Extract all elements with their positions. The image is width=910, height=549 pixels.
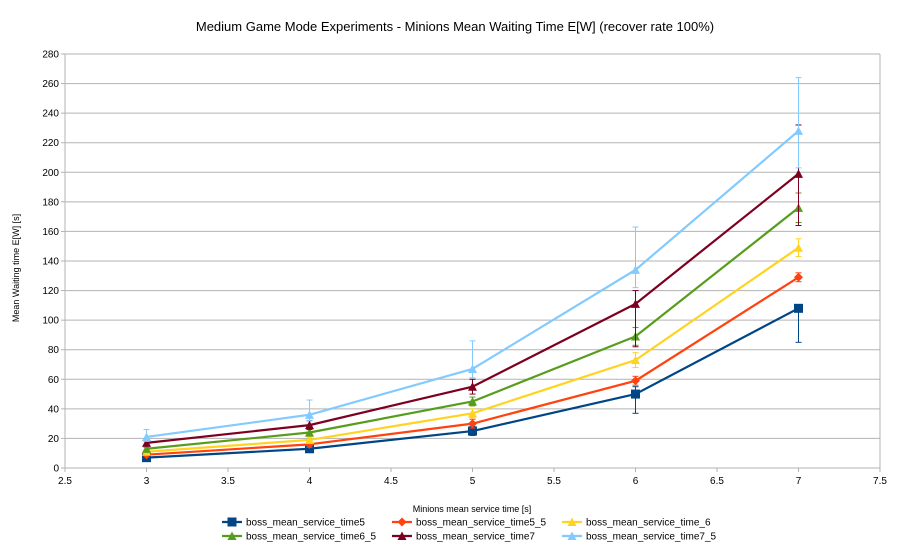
y-tick-label: 200	[42, 168, 59, 179]
legend-label: boss_mean_service_time5	[246, 518, 365, 529]
y-tick-label: 220	[42, 138, 59, 149]
y-tick-label: 160	[42, 227, 59, 238]
x-tick-labels: 2.5 3 3.5 4 4.5 5 5.5 6 6.5 7 7.5	[58, 476, 887, 487]
y-tick-label: 100	[42, 316, 59, 327]
data-point	[305, 435, 314, 444]
x-tick-label: 4.5	[384, 476, 398, 487]
data-point	[631, 355, 640, 365]
legend-label: boss_mean_service_time7	[416, 532, 535, 543]
y-tick-label: 0	[53, 464, 59, 475]
y-tick-label: 240	[42, 109, 59, 120]
series-boss_mean_service_time_6	[142, 238, 803, 456]
series-layer	[142, 77, 803, 463]
y-tick-label: 80	[48, 345, 60, 356]
data-point	[468, 382, 477, 391]
x-tick-label: 2.5	[58, 476, 72, 487]
legend-swatch-marker	[567, 531, 577, 541]
data-point	[631, 265, 640, 274]
legend-item: boss_mean_service_time5	[222, 517, 365, 529]
x-tick-label: 5.5	[547, 476, 561, 487]
legend-swatch-marker	[227, 517, 237, 527]
data-point	[468, 419, 477, 429]
data-point	[305, 410, 314, 419]
data-point	[468, 426, 477, 436]
legend-label: boss_mean_service_time7_5	[586, 532, 717, 543]
x-tick-label: 7.5	[873, 476, 887, 487]
series-boss_mean_service_time7_5	[142, 77, 803, 442]
data-point	[468, 396, 477, 406]
series-boss_mean_service_time5_5	[142, 272, 803, 460]
legend-swatch-marker	[397, 531, 407, 541]
legend-item: boss_mean_service_time5_5	[392, 517, 547, 529]
legend-label: boss_mean_service_time6_5	[246, 532, 377, 543]
data-point	[794, 169, 803, 178]
data-point	[794, 272, 803, 282]
data-point	[631, 376, 640, 386]
chart-title: Medium Game Mode Experiments - Minions M…	[196, 19, 714, 34]
x-tick-label: 6.5	[710, 476, 724, 487]
x-axis-label: Minions mean service time [s]	[413, 504, 532, 514]
x-tick-label: 6	[633, 476, 639, 487]
data-point	[142, 432, 151, 441]
x-tick-label: 7	[796, 476, 802, 487]
legend-label: boss_mean_service_time_6	[586, 518, 711, 529]
y-tick-label: 40	[48, 404, 60, 415]
legend-swatch-marker	[397, 517, 407, 527]
data-point	[142, 438, 151, 447]
data-point	[468, 364, 477, 373]
x-tick-label: 5	[470, 476, 476, 487]
gridlines	[61, 53, 880, 469]
y-axis-label: Mean Waiting time E[W] [s]	[11, 214, 21, 322]
data-point	[631, 389, 640, 399]
y-tick-label: 280	[42, 50, 59, 61]
data-point	[305, 420, 314, 430]
legend-swatch-marker	[567, 517, 577, 527]
legend-item: boss_mean_service_time_6	[562, 517, 711, 529]
x-tick-label: 4	[307, 476, 313, 487]
x-tick-label: 3	[144, 476, 150, 487]
y-tick-label: 20	[48, 434, 60, 445]
y-tick-label: 260	[42, 79, 59, 90]
data-point	[794, 126, 803, 135]
data-point	[305, 428, 314, 437]
data-point	[468, 408, 477, 418]
legend-item: boss_mean_service_time7_5	[562, 531, 717, 543]
data-point	[794, 303, 803, 313]
legend-item: boss_mean_service_time7	[392, 531, 535, 543]
legend-swatch-marker	[227, 531, 237, 541]
axes	[64, 54, 881, 472]
legend-item: boss_mean_service_time6_5	[222, 531, 377, 543]
data-point	[631, 299, 640, 308]
y-tick-labels: 0 20 40 60 80 100 120 140 160 180 200 220 240 260 280	[42, 50, 59, 475]
x-tick-label: 3.5	[221, 476, 235, 487]
data-point	[142, 444, 151, 453]
y-tick-label: 140	[42, 257, 59, 268]
legend-label: boss_mean_service_time5_5	[416, 518, 547, 529]
data-point	[794, 243, 803, 252]
y-tick-label: 180	[42, 197, 59, 208]
y-tick-label: 60	[48, 375, 60, 386]
y-tick-label: 120	[42, 286, 59, 297]
legend: boss_mean_service_time5 boss_mean_service…	[222, 517, 717, 543]
